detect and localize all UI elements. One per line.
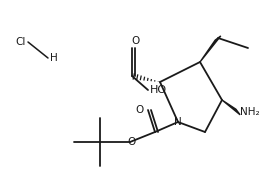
- Polygon shape: [222, 100, 240, 115]
- Text: O: O: [131, 36, 139, 46]
- Text: NH₂: NH₂: [240, 107, 260, 117]
- Text: H: H: [50, 53, 58, 63]
- Text: Cl: Cl: [16, 37, 26, 47]
- Text: HO: HO: [150, 85, 167, 95]
- Text: O: O: [127, 137, 135, 147]
- Text: O: O: [136, 105, 144, 115]
- Text: N: N: [174, 117, 182, 127]
- Polygon shape: [200, 36, 221, 62]
